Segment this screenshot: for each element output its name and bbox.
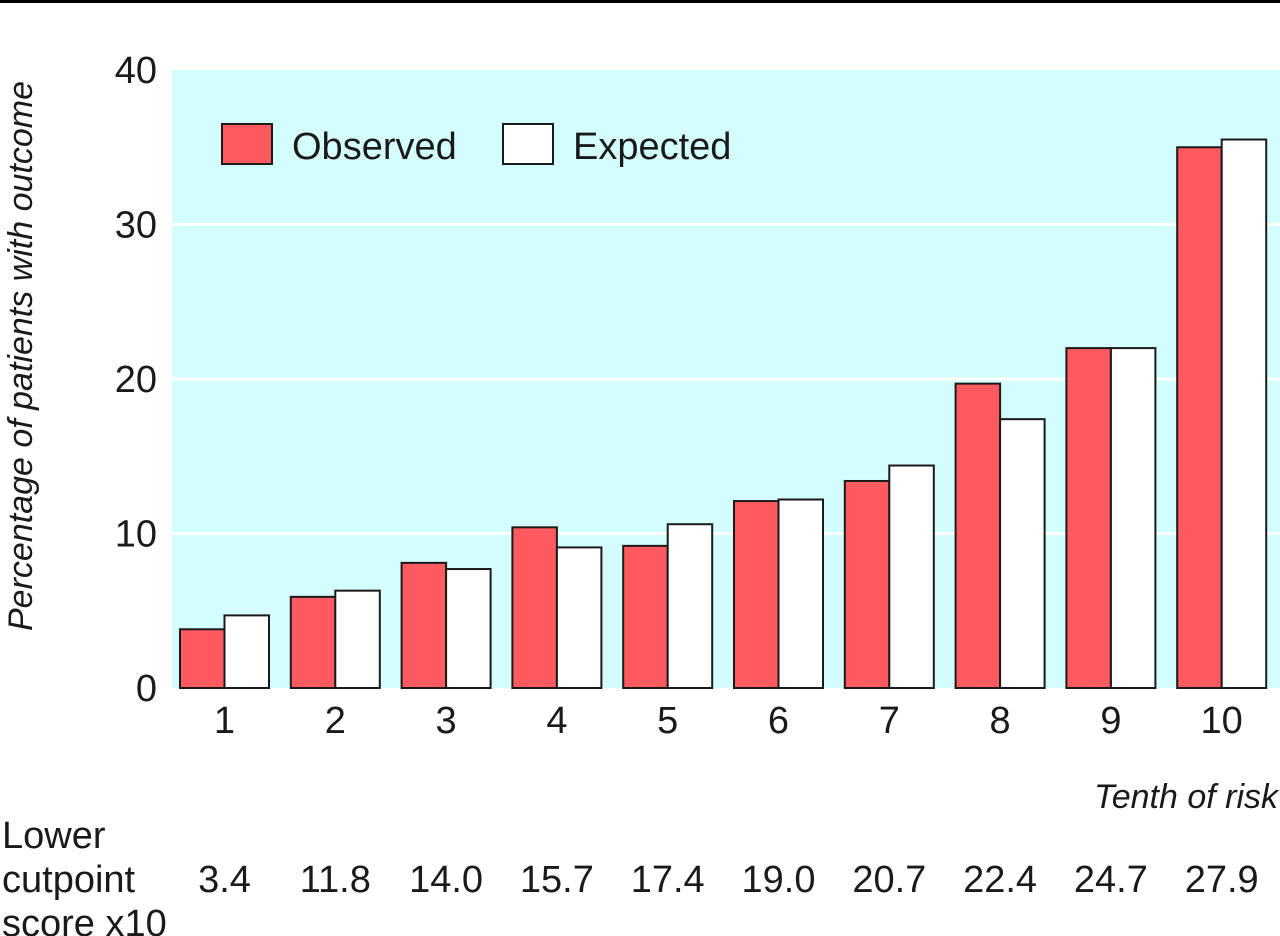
legend-label: Observed [292,126,457,168]
cutpoint-value: 14.0 [409,859,483,901]
bar-expected [777,498,824,690]
y-tick-label: 0 [136,668,157,710]
bar-expected [223,614,270,690]
y-tick-label: 30 [115,205,157,247]
bar-observed [1176,146,1223,689]
x-tick-label: 9 [1100,700,1121,742]
bars [179,138,1268,690]
cutpoint-label-line: score x10 [2,903,167,936]
cutpoint-value: 15.7 [520,859,594,901]
bar-observed [843,479,891,689]
cutpoint-value: 17.4 [631,859,705,901]
bar-expected [445,568,492,689]
y-axis-ticks: 0 10 20 30 40 [115,50,157,710]
bar-observed [733,500,780,689]
x-tick-label: 5 [657,700,678,742]
x-tick-label: 8 [990,700,1011,742]
y-tick-label: 20 [115,359,157,401]
legend: Observed Expected [221,123,731,168]
cutpoint-value: 19.0 [742,859,816,901]
bar-observed [1065,347,1112,689]
cutpoint-value: 22.4 [963,859,1037,901]
x-tick-label: 2 [325,700,346,742]
y-tick-label: 10 [115,514,157,556]
bar-expected [999,418,1046,689]
legend-label: Expected [573,126,731,168]
bar-expected [666,523,714,689]
x-tick-label: 3 [436,700,457,742]
x-tick-label: 1 [214,700,235,742]
y-tick-label: 40 [115,50,157,92]
cutpoint-label-line: Lower [2,815,106,857]
x-tick-label: 7 [879,700,900,742]
bar-expected [1220,138,1268,689]
bar-observed [400,561,448,689]
cutpoint-value: 24.7 [1074,859,1148,901]
x-tick-label: 4 [546,700,567,742]
bar-observed [954,382,1002,689]
bar-expected [888,464,935,689]
x-axis-ticks: 1 2 3 4 5 6 7 8 9 10 [214,700,1243,742]
bar-observed [622,544,669,689]
x-tick-label: 10 [1201,700,1243,742]
bar-observed [511,526,558,689]
cutpoint-value: 20.7 [852,859,926,901]
bar-expected [555,546,603,690]
legend-swatch [221,123,273,165]
bar-expected [334,589,381,689]
cutpoint-label-line: cutpoint [2,859,136,901]
legend-swatch [502,123,554,165]
y-axis-title: Percentage of patients with outcome [2,81,40,631]
bar-observed [289,595,337,689]
x-axis-title: Tenth of risk [1094,778,1280,816]
x-tick-label: 6 [768,700,789,742]
cutpoint-value: 3.4 [198,859,251,901]
bar-observed [179,628,226,689]
cutpoint-value: 27.9 [1185,859,1259,901]
bar-expected [1109,347,1157,689]
cutpoint-values: 3.4 11.8 14.0 15.7 17.4 19.0 20.7 22.4 24.7 27.9 [198,859,1259,901]
cutpoint-value: 11.8 [300,859,371,901]
